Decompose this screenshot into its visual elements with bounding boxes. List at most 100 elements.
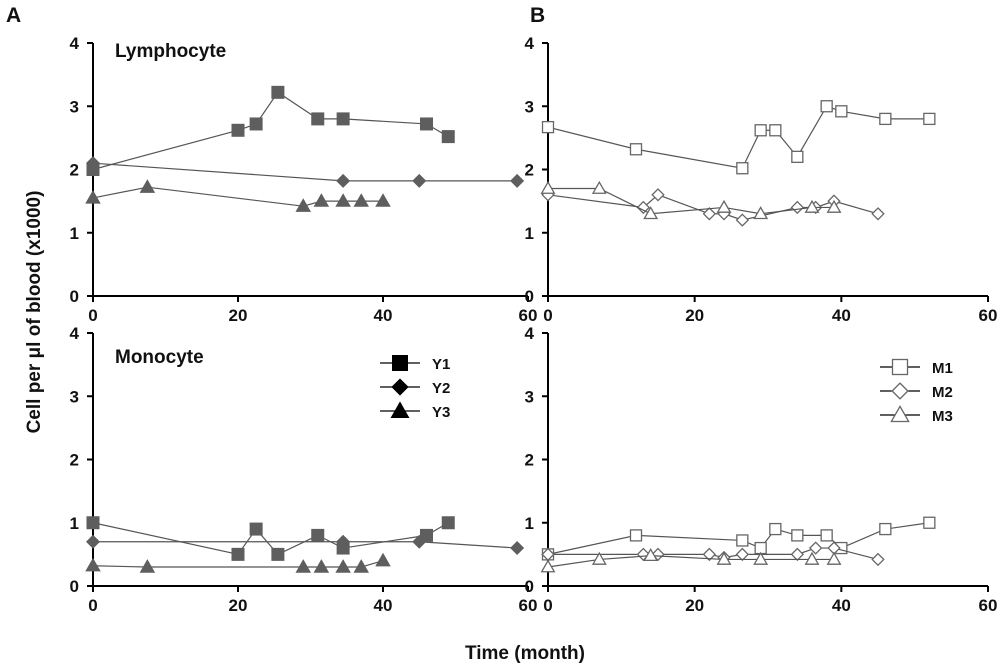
series-m1 (541, 516, 936, 561)
y-tick-label: 3 (70, 97, 79, 116)
data-point (85, 190, 101, 204)
series-y1 (86, 516, 455, 561)
data-point (716, 199, 732, 213)
y-tick-label: 4 (525, 34, 535, 53)
data-point (791, 150, 804, 164)
x-tick-label: 40 (374, 306, 393, 325)
data-point (879, 112, 892, 126)
y-tick-label: 3 (525, 97, 534, 116)
y-tick-label: 3 (525, 387, 534, 406)
data-point (85, 534, 101, 549)
y-axis-label: Cell per μl of blood (x1000) (24, 191, 45, 434)
x-axis-label: Time (month) (465, 643, 585, 664)
legend-label: M3 (932, 408, 953, 425)
data-point (441, 516, 455, 530)
data-point (335, 559, 351, 573)
data-point (736, 162, 749, 175)
data-point (790, 200, 805, 215)
legend-marker (391, 378, 409, 396)
panel-title: Lymphocyte (115, 41, 226, 62)
y-tick-label: 0 (70, 577, 79, 596)
y-tick-label: 1 (525, 224, 534, 243)
x-tick-label: 60 (519, 596, 538, 615)
y-tick-label: 1 (525, 514, 534, 533)
series-y3 (85, 552, 391, 573)
data-point (85, 557, 101, 572)
data-point (629, 529, 643, 542)
data-point (820, 529, 833, 542)
x-tick-label: 60 (519, 306, 538, 325)
y-tick-label: 3 (70, 387, 79, 406)
data-point (702, 207, 717, 221)
data-point (441, 130, 455, 144)
series-y2 (85, 534, 525, 556)
legend: M1 M2 M3 (880, 358, 953, 425)
data-point (311, 528, 325, 542)
data-point (769, 124, 782, 137)
data-point (923, 516, 936, 529)
y-tick-label: 0 (525, 577, 534, 596)
y-tick-label: 2 (525, 161, 534, 180)
series-y2 (85, 156, 525, 188)
x-tick-label: 0 (88, 596, 97, 615)
y-tick-label: 1 (70, 224, 79, 243)
data-point (735, 547, 750, 562)
x-tick-label: 60 (979, 596, 998, 615)
data-point (591, 551, 607, 565)
data-point (790, 547, 805, 562)
legend-label: M1 (932, 360, 953, 377)
y-tick-label: 4 (70, 324, 80, 343)
data-point (769, 522, 782, 536)
data-point (879, 522, 892, 536)
y-tick-label: 1 (70, 514, 79, 533)
x-tick-label: 0 (88, 306, 97, 325)
x-tick-label: 40 (832, 306, 851, 325)
data-point (375, 193, 391, 207)
panel-title: Monocyte (115, 347, 204, 368)
legend-marker (891, 358, 909, 376)
series-y1 (86, 85, 455, 176)
data-point (375, 552, 391, 567)
data-point (826, 551, 842, 565)
data-point (923, 112, 936, 126)
x-tick-label: 40 (374, 596, 393, 615)
data-point (753, 206, 769, 220)
x-tick-label: 40 (832, 596, 851, 615)
series-line (93, 541, 518, 549)
data-point (804, 551, 820, 565)
series-y3 (85, 179, 391, 212)
data-point (835, 105, 848, 118)
series-line (92, 162, 518, 182)
data-point (249, 117, 263, 131)
data-point (510, 173, 525, 188)
data-point (791, 529, 804, 542)
data-point (412, 173, 427, 188)
series-line (547, 522, 930, 555)
data-point (753, 551, 769, 565)
panel-letter-b: B (530, 4, 545, 27)
series-line (547, 194, 879, 221)
data-point (636, 200, 651, 215)
x-tick-label: 20 (229, 596, 248, 615)
data-point (85, 156, 101, 171)
series-m1 (541, 100, 936, 175)
data-point (420, 528, 433, 542)
y-tick-label: 2 (525, 451, 534, 470)
data-point (336, 112, 350, 126)
x-tick-label: 20 (229, 306, 248, 325)
legend-marker (392, 355, 408, 371)
data-point (702, 547, 717, 562)
series-line (92, 522, 449, 556)
data-point (716, 551, 732, 565)
series-m3 (540, 180, 842, 220)
data-point (643, 206, 659, 220)
legend-marker (890, 405, 910, 423)
y-tick-label: 4 (525, 324, 535, 343)
data-point (311, 112, 325, 126)
legend-label: Y1 (432, 356, 450, 373)
data-point (295, 559, 312, 573)
